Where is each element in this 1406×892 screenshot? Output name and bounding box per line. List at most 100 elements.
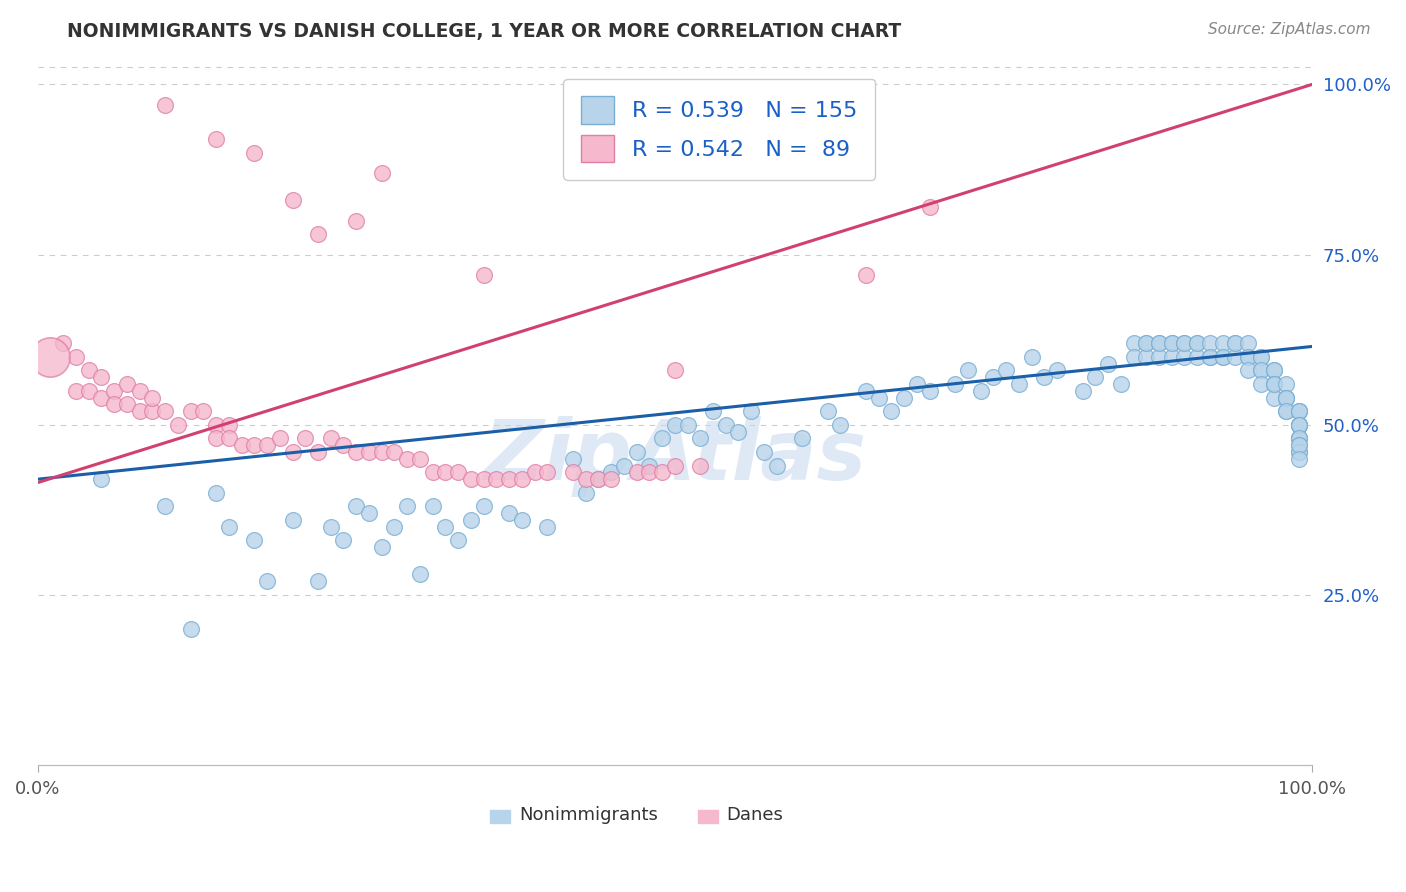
Point [344, 445, 367, 459]
Point [689, 458, 711, 473]
Point [536, 466, 558, 480]
Point [180, 622, 202, 636]
Point [1275, 404, 1298, 418]
Bar [697, 811, 718, 823]
Point [676, 417, 699, 432]
Point [384, 445, 406, 459]
Point [855, 268, 877, 282]
Point [281, 513, 304, 527]
Point [243, 438, 266, 452]
Point [90, 391, 112, 405]
Point [307, 574, 329, 589]
Point [205, 431, 228, 445]
Point [231, 438, 253, 452]
Point [1250, 350, 1272, 364]
Point [319, 520, 342, 534]
Point [613, 458, 636, 473]
Point [1288, 417, 1310, 432]
Point [817, 404, 839, 418]
Point [153, 98, 176, 112]
Point [638, 458, 661, 473]
Text: ZipAtlas: ZipAtlas [484, 416, 866, 497]
Point [153, 404, 176, 418]
Point [205, 417, 228, 432]
Point [1275, 404, 1298, 418]
Point [1084, 370, 1107, 384]
Point [370, 541, 392, 555]
Point [294, 431, 316, 445]
Point [307, 227, 329, 242]
Point [905, 376, 928, 391]
Point [498, 506, 520, 520]
Point [1225, 336, 1247, 351]
Point [193, 404, 215, 418]
Point [1033, 370, 1056, 384]
Point [1263, 363, 1285, 377]
Point [1147, 336, 1170, 351]
Point [153, 500, 176, 514]
Point [370, 166, 392, 180]
Point [1160, 336, 1182, 351]
Point [1225, 336, 1247, 351]
Point [141, 391, 163, 405]
Point [1237, 350, 1260, 364]
Point [1212, 350, 1234, 364]
Point [332, 438, 354, 452]
Point [561, 451, 583, 466]
Point [1263, 363, 1285, 377]
Point [396, 451, 419, 466]
Point [1263, 376, 1285, 391]
Point [39, 350, 62, 364]
Point [1275, 391, 1298, 405]
Point [422, 466, 444, 480]
Point [1199, 336, 1222, 351]
Point [1147, 350, 1170, 364]
Point [969, 384, 991, 398]
Point [1263, 376, 1285, 391]
Point [460, 513, 482, 527]
Point [1237, 350, 1260, 364]
Point [1135, 350, 1157, 364]
Point [128, 384, 150, 398]
Point [1225, 350, 1247, 364]
Point [1288, 438, 1310, 452]
Point [485, 472, 508, 486]
Point [664, 417, 686, 432]
Point [1173, 336, 1195, 351]
Point [868, 391, 890, 405]
Point [498, 472, 520, 486]
Point [180, 404, 202, 418]
Point [1250, 363, 1272, 377]
Point [1288, 445, 1310, 459]
Point [1288, 431, 1310, 445]
Point [588, 472, 610, 486]
Point [651, 431, 673, 445]
Text: Nonimmigrants: Nonimmigrants [519, 806, 658, 824]
Point [1288, 417, 1310, 432]
Point [855, 384, 877, 398]
Point [1288, 431, 1310, 445]
Point [103, 397, 125, 411]
Point [256, 438, 278, 452]
Point [792, 431, 814, 445]
Point [205, 132, 228, 146]
Point [1071, 384, 1094, 398]
Point [1288, 451, 1310, 466]
Point [357, 506, 380, 520]
Point [561, 466, 583, 480]
Point [588, 472, 610, 486]
Point [166, 417, 188, 432]
Point [409, 451, 432, 466]
Point [205, 485, 228, 500]
Point [472, 500, 495, 514]
Point [434, 466, 457, 480]
Point [1187, 336, 1209, 351]
Point [1122, 350, 1144, 364]
Point [1288, 404, 1310, 418]
Point [1046, 363, 1069, 377]
Point [1237, 363, 1260, 377]
Point [218, 431, 240, 445]
Point [1122, 336, 1144, 351]
Point [434, 520, 457, 534]
Point [243, 145, 266, 160]
